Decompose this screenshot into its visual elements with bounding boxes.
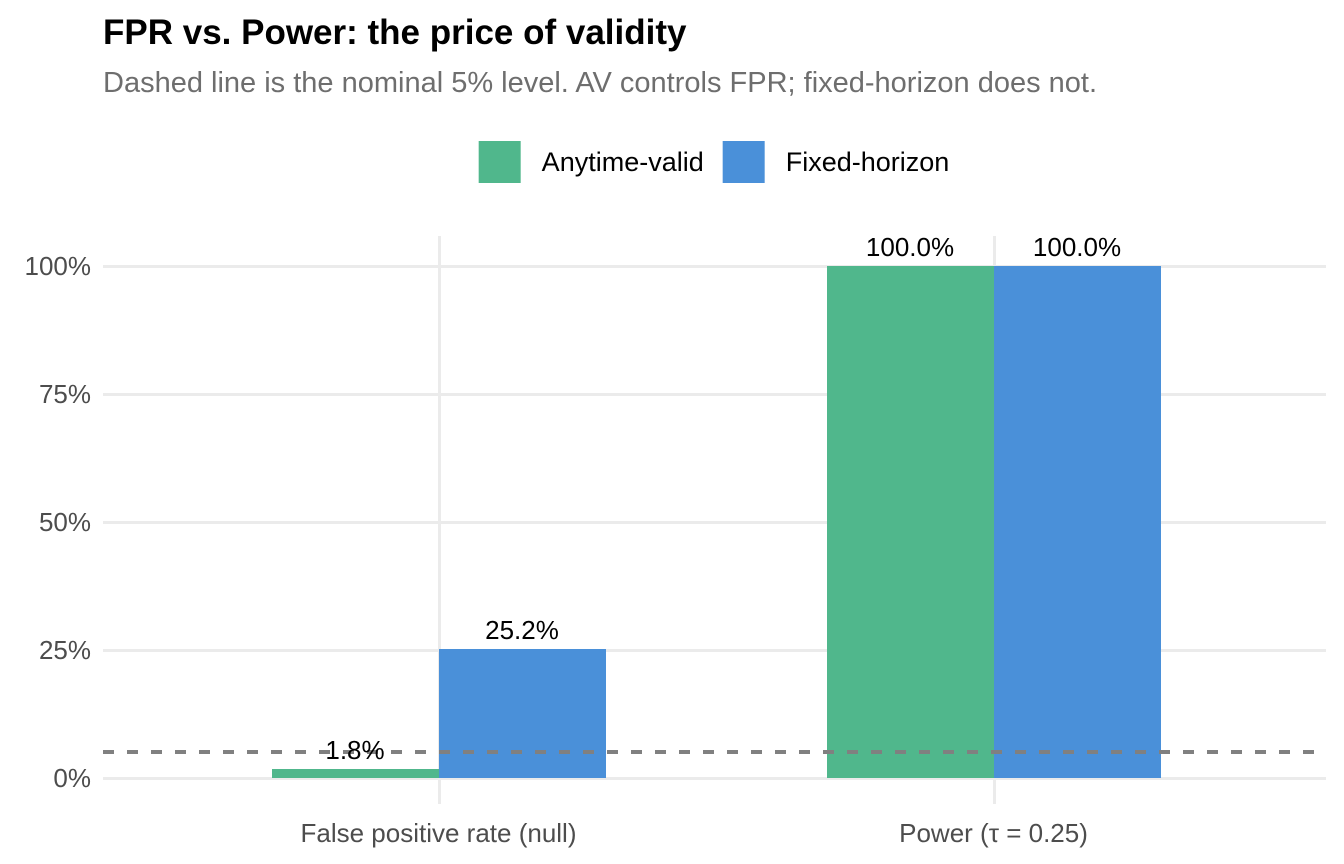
bar-fixed-horizon: [439, 649, 606, 778]
legend-item-anytime-valid: Anytime-valid: [478, 141, 704, 183]
bar-fixed-horizon: [994, 266, 1161, 778]
gridline-horizontal: [103, 393, 1326, 396]
gridline-horizontal: [103, 649, 1326, 652]
y-tick-label: 50%: [38, 507, 91, 537]
y-tick-label: 0%: [53, 763, 91, 793]
legend-swatch-fixed-horizon-icon: [722, 141, 765, 183]
chart-title: FPR vs. Power: the price of validity: [103, 13, 687, 52]
bar-anytime-valid: [827, 266, 994, 778]
bar-anytime-valid: [272, 769, 439, 778]
legend-item-fixed-horizon: Fixed-horizon: [722, 141, 950, 183]
bar-value-label: 100.0%: [1032, 236, 1122, 262]
y-tick-label: 100%: [24, 251, 92, 281]
chart-subtitle: Dashed line is the nominal 5% level. AV …: [103, 67, 1098, 99]
legend-label-fixed-horizon: Fixed-horizon: [785, 146, 950, 177]
gridline-horizontal: [103, 521, 1326, 524]
legend-swatch-anytime-valid-icon: [478, 141, 521, 183]
x-tick-label: Power (τ = 0.25): [899, 818, 1088, 848]
bar-value-label: 100.0%: [865, 236, 955, 262]
gridline-horizontal: [103, 265, 1326, 268]
plot-panel: 1.8% 100.0% 25.2% 100.0%: [103, 236, 1326, 804]
y-tick-label: 25%: [38, 635, 91, 665]
y-tick-label: 75%: [38, 379, 91, 409]
gridline-vertical: [438, 236, 441, 804]
bar-value-label: 25.2%: [485, 615, 559, 645]
legend: Anytime-valid Fixed-horizon: [478, 141, 950, 183]
bar-value-label: 1.8%: [325, 735, 385, 765]
legend-label-anytime-valid: Anytime-valid: [541, 146, 704, 177]
gridline-horizontal: [103, 777, 1326, 780]
reference-line-5-percent: [103, 750, 1326, 754]
x-tick-label: False positive rate (null): [300, 818, 577, 848]
